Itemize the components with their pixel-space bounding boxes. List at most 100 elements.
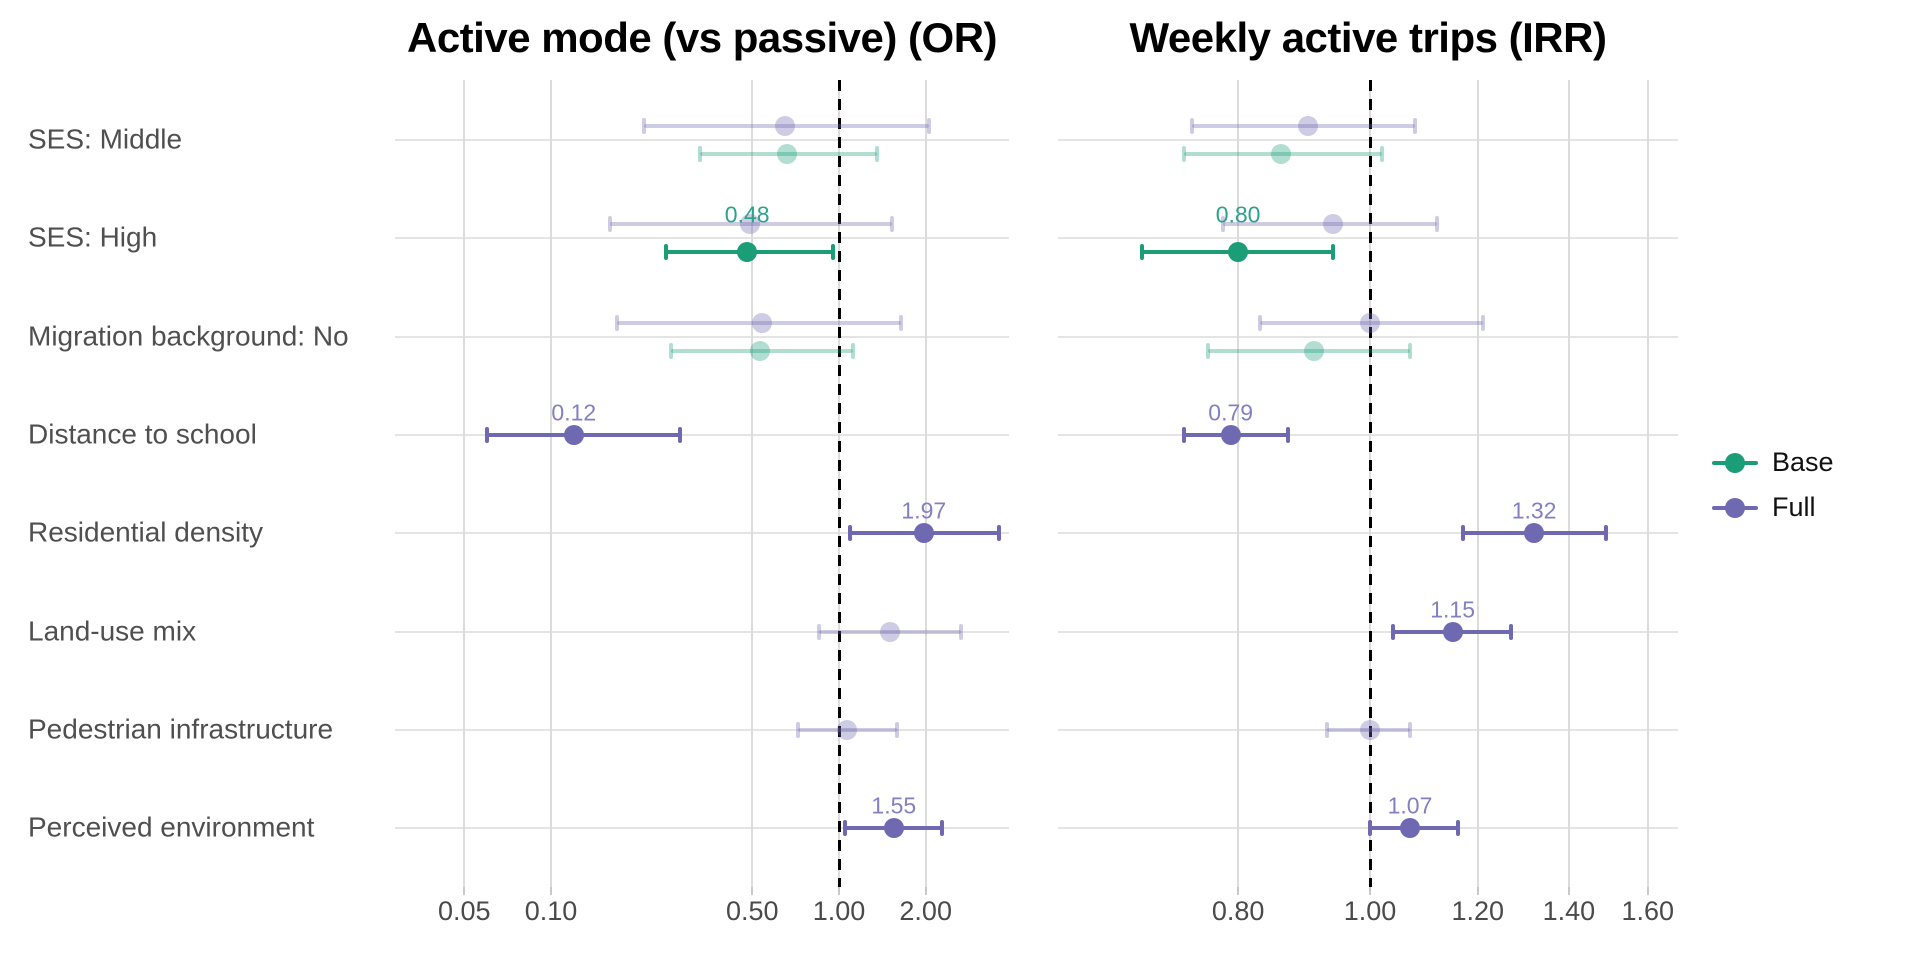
value-label: 0.79 bbox=[1208, 399, 1254, 426]
errorbar-cap-right bbox=[926, 118, 931, 134]
tick-label: 0.80 bbox=[1211, 896, 1265, 926]
errorbar-cap-right bbox=[890, 216, 895, 233]
errorbar-full bbox=[1259, 320, 1483, 325]
point-full bbox=[1360, 719, 1380, 740]
point-full bbox=[1323, 214, 1344, 235]
errorbar-cap-left bbox=[1325, 721, 1330, 738]
axis-tick bbox=[550, 887, 552, 895]
gridline bbox=[1237, 80, 1240, 887]
errorbar-cap-right bbox=[1331, 244, 1336, 261]
errorbar-cap-right bbox=[1480, 314, 1485, 331]
errorbar-cap-left bbox=[485, 426, 490, 443]
ref-line bbox=[1368, 80, 1372, 887]
errorbar-cap-right bbox=[1434, 216, 1439, 233]
errorbar-cap-left bbox=[816, 623, 821, 640]
errorbar-cap-right bbox=[1285, 426, 1290, 443]
axis-tick bbox=[1567, 887, 1570, 895]
errorbar-cap-right bbox=[997, 525, 1002, 542]
row-gridline bbox=[395, 237, 1009, 240]
point-full bbox=[1220, 424, 1241, 445]
value-label: 1.32 bbox=[1511, 497, 1557, 524]
full-pointrange-icon bbox=[1712, 497, 1758, 518]
errorbar-full bbox=[643, 124, 929, 128]
point-base bbox=[749, 340, 770, 361]
errorbar-cap-left bbox=[641, 118, 646, 134]
value-label: 0.12 bbox=[551, 399, 597, 426]
errorbar-base bbox=[700, 152, 878, 156]
axis-tick bbox=[751, 887, 754, 895]
errorbar-cap-left bbox=[1181, 426, 1186, 443]
point-base bbox=[1304, 340, 1325, 361]
panel-title-active-mode: Active mode (vs passive) (OR) bbox=[406, 14, 998, 61]
errorbar-cap-left bbox=[607, 216, 612, 233]
tick-label: 0.10 bbox=[524, 896, 578, 926]
row-label: Perceived environment bbox=[28, 811, 315, 843]
point-full bbox=[1399, 818, 1420, 839]
point-full bbox=[1360, 312, 1380, 333]
axis-tick bbox=[1237, 887, 1240, 895]
errorbar-cap-left bbox=[663, 244, 668, 261]
tick-label: 1.00 bbox=[1343, 896, 1397, 926]
gridline bbox=[1567, 80, 1570, 887]
point-base bbox=[1270, 144, 1291, 164]
tick-label: 0.50 bbox=[726, 896, 779, 926]
point-full bbox=[739, 214, 760, 235]
panel-title-weekly-trips: Weekly active trips (IRR) bbox=[1129, 14, 1607, 61]
errorbar-cap-left bbox=[1257, 314, 1262, 331]
errorbar-cap-left bbox=[1181, 146, 1186, 162]
errorbar-base bbox=[1207, 348, 1410, 353]
errorbar-full bbox=[818, 629, 962, 634]
value-label: 1.15 bbox=[1430, 596, 1475, 622]
row-gridline bbox=[1058, 433, 1678, 436]
errorbar-cap-right bbox=[1407, 721, 1412, 738]
point-full bbox=[1442, 621, 1463, 642]
base-pointrange-icon bbox=[1712, 452, 1758, 473]
tick-label: 1.40 bbox=[1542, 896, 1596, 926]
gridline bbox=[1476, 80, 1479, 887]
value-label: 1.07 bbox=[1387, 792, 1433, 819]
errorbar-base bbox=[1183, 152, 1382, 156]
row-gridline bbox=[1058, 335, 1678, 338]
errorbar-cap-left bbox=[1205, 342, 1210, 359]
point-base bbox=[777, 144, 798, 164]
row-label: Migration background: No bbox=[28, 319, 349, 351]
ref-line bbox=[837, 80, 841, 887]
errorbar-cap-right bbox=[1379, 146, 1384, 162]
row-gridline bbox=[1058, 728, 1678, 731]
row-gridline bbox=[1058, 237, 1678, 240]
row-label: Residential density bbox=[28, 516, 264, 548]
legend-label-full: Full bbox=[1772, 492, 1816, 522]
errorbar-cap-right bbox=[677, 426, 682, 443]
axis-tick bbox=[838, 887, 840, 895]
gridline bbox=[751, 80, 754, 887]
value-label: 1.55 bbox=[871, 792, 917, 819]
value-label: 0.80 bbox=[1215, 201, 1261, 228]
legend-item-base: Base bbox=[1712, 440, 1834, 485]
tick-label: 1.60 bbox=[1621, 896, 1675, 926]
errorbar-cap-left bbox=[843, 820, 848, 837]
errorbar-full bbox=[1192, 124, 1416, 128]
point-base bbox=[1228, 242, 1249, 263]
gridline bbox=[1646, 80, 1649, 887]
row-label: Land-use mix bbox=[28, 614, 197, 646]
row-gridline bbox=[395, 630, 1009, 633]
point-full bbox=[879, 621, 900, 642]
row-gridline bbox=[1058, 139, 1678, 141]
row-gridline bbox=[395, 532, 1009, 535]
value-label: 1.97 bbox=[901, 497, 947, 524]
axis-tick bbox=[1476, 887, 1479, 895]
point-full bbox=[563, 424, 584, 445]
axis-tick bbox=[1369, 887, 1371, 895]
errorbar-full bbox=[617, 320, 901, 325]
point-full bbox=[1297, 116, 1318, 136]
tick-label: 0.05 bbox=[438, 896, 491, 926]
tick-label: 2.00 bbox=[899, 896, 952, 926]
errorbar-cap-left bbox=[1460, 525, 1465, 542]
errorbar-cap-right bbox=[959, 623, 964, 640]
row-gridline bbox=[395, 433, 1009, 436]
row-gridline bbox=[1058, 532, 1678, 535]
point-full bbox=[1524, 523, 1545, 544]
row-label: SES: High bbox=[28, 221, 158, 253]
row-gridline bbox=[395, 827, 1009, 830]
